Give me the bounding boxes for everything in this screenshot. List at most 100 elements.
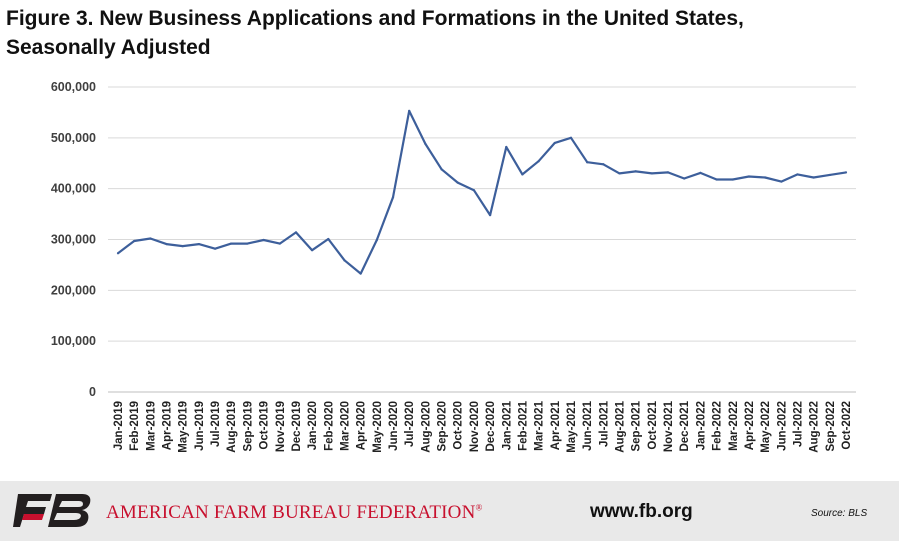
fb-logo-f-shape — [13, 494, 52, 527]
data-point — [149, 237, 152, 240]
data-point — [424, 142, 427, 146]
x-tick-label: Feb-2022 — [712, 401, 724, 451]
data-point — [602, 163, 605, 166]
chart-title: Figure 3. New Business Applications and … — [6, 4, 886, 62]
x-tick-label: Aug-2020 — [420, 401, 432, 453]
data-point — [343, 259, 346, 262]
y-axis-tick-labels: 0 100,000 200,000 300,000 400,000 500,000 600,… — [51, 80, 96, 399]
fb-logo-b-shape — [48, 494, 91, 527]
y-tick-label: 100,000 — [51, 334, 96, 348]
data-point — [294, 231, 298, 234]
x-tick-label: Nov-2019 — [275, 401, 287, 452]
x-tick-label: Jun-2021 — [582, 400, 594, 450]
x-tick-label: Aug-2022 — [809, 401, 821, 453]
x-tick-label: Nov-2020 — [469, 401, 481, 452]
x-tick-label: Dec-2019 — [291, 401, 303, 452]
x-tick-label: Aug-2019 — [226, 401, 238, 453]
gridlines — [108, 86, 856, 393]
x-tick-label: Oct-2019 — [259, 401, 271, 450]
x-tick-label: Jan-2022 — [695, 401, 707, 450]
data-point — [116, 252, 120, 255]
x-tick-label: Jan-2021 — [501, 400, 513, 450]
data-point — [440, 168, 443, 171]
chart-title-line-1: Figure 3. New Business Applications and … — [6, 7, 744, 30]
data-point — [683, 177, 686, 180]
x-tick-label: Aug-2021 — [615, 400, 627, 452]
data-point — [488, 214, 492, 217]
x-tick-label: May-2020 — [372, 401, 384, 453]
x-tick-label: Jan-2019 — [113, 401, 125, 450]
data-point — [246, 242, 249, 245]
x-tick-label: Jul-2020 — [404, 401, 416, 447]
website-link[interactable]: www.fb.org — [590, 501, 693, 522]
data-point — [780, 180, 783, 183]
data-point — [327, 237, 330, 241]
x-tick-label: Jul-2021 — [598, 400, 610, 447]
data-point — [505, 145, 508, 149]
data-point — [569, 136, 573, 139]
x-tick-label: Apr-2020 — [356, 401, 368, 450]
chart-title-line-2: Seasonally Adjusted — [6, 36, 211, 59]
registered-mark: ® — [475, 502, 483, 513]
x-tick-label: Apr-2019 — [162, 401, 174, 450]
x-tick-label: Sep-2020 — [437, 401, 449, 452]
data-point — [181, 245, 184, 248]
x-axis-tick-labels: Jan-2019 Feb-2019 Mar-2019 Apr-2019 May-2019… — [113, 400, 853, 452]
data-point — [828, 173, 831, 177]
x-tick-label: Nov-2021 — [663, 400, 675, 452]
data-point — [375, 238, 378, 242]
source-note: Source: BLS — [811, 508, 868, 519]
data-point — [278, 242, 281, 245]
x-tick-label: May-2019 — [178, 401, 190, 453]
x-tick-label: Mar-2019 — [145, 401, 157, 451]
data-point — [699, 171, 702, 175]
data-point — [747, 175, 751, 178]
data-point — [472, 189, 476, 192]
x-tick-label: Oct-2022 — [841, 401, 853, 450]
x-tick-label: Mar-2022 — [728, 401, 740, 451]
series-group — [116, 109, 848, 275]
x-tick-label: Mar-2021 — [534, 400, 546, 450]
data-point — [731, 178, 734, 181]
x-tick-label: Jul-2022 — [792, 401, 804, 447]
data-point — [133, 239, 136, 243]
y-tick-label: 600,000 — [51, 80, 96, 94]
data-point — [537, 160, 540, 163]
x-tick-label: Dec-2020 — [485, 401, 497, 452]
x-tick-label: May-2022 — [760, 401, 772, 453]
x-tick-label: Dec-2021 — [679, 400, 691, 451]
data-point — [311, 249, 314, 252]
data-point — [197, 242, 200, 246]
y-tick-label: 500,000 — [51, 131, 96, 145]
y-tick-label: 400,000 — [51, 182, 96, 196]
x-tick-label: Feb-2019 — [129, 401, 141, 451]
footer-bar: AMERICAN FARM BUREAU FEDERATION® www.fb.… — [0, 481, 899, 541]
organization-name: AMERICAN FARM BUREAU FEDERATION® — [106, 502, 483, 524]
data-point — [165, 242, 168, 246]
x-tick-label: Sep-2021 — [631, 400, 643, 451]
x-tick-label: May-2021 — [566, 400, 578, 452]
y-tick-label: 300,000 — [51, 233, 96, 247]
x-tick-label: Oct-2020 — [453, 401, 465, 450]
data-point — [408, 109, 411, 112]
fb-logo — [13, 494, 91, 527]
x-tick-label: Sep-2022 — [825, 401, 837, 452]
line-chart: 0 100,000 200,000 300,000 400,000 500,000 600,… — [51, 80, 856, 453]
x-tick-label: Jun-2020 — [388, 401, 400, 451]
data-point — [715, 178, 718, 181]
organization-name-text: AMERICAN FARM BUREAU FEDERATION — [106, 502, 476, 523]
x-tick-label: Apr-2022 — [744, 401, 756, 450]
x-tick-label: Feb-2020 — [323, 401, 335, 451]
data-point — [230, 242, 233, 245]
y-tick-label: 0 — [89, 385, 96, 399]
x-tick-label: Jun-2022 — [776, 401, 788, 451]
data-point — [844, 171, 848, 174]
data-point — [586, 161, 589, 164]
data-point — [666, 171, 670, 174]
data-point — [796, 173, 799, 176]
data-point — [213, 247, 217, 250]
fb-logo-red-bar — [22, 514, 44, 520]
data-point — [618, 172, 621, 175]
y-tick-label: 200,000 — [51, 283, 96, 297]
data-point — [391, 196, 395, 199]
